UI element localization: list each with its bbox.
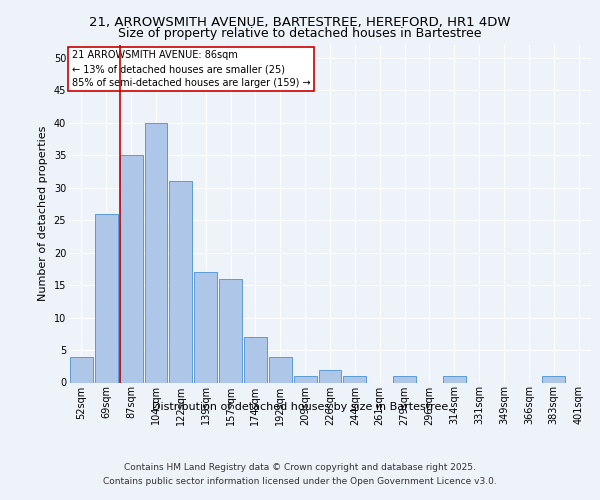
Bar (95, 214, 118, 382)
Text: Contains HM Land Registry data © Crown copyright and database right 2025.: Contains HM Land Registry data © Crown c… (124, 464, 476, 472)
Bar (70, 356, 93, 382)
Text: Contains public sector information licensed under the Open Government Licence v3: Contains public sector information licen… (103, 477, 497, 486)
Text: Distribution of detached houses by size in Bartestree: Distribution of detached houses by size … (152, 402, 448, 412)
Text: 21, ARROWSMITH AVENUE, BARTESTREE, HEREFORD, HR1 4DW: 21, ARROWSMITH AVENUE, BARTESTREE, HEREF… (89, 16, 511, 29)
Bar (294, 376, 317, 382)
Bar (169, 182, 192, 382)
Text: 21 ARROWSMITH AVENUE: 86sqm
← 13% of detached houses are smaller (25)
85% of sem: 21 ARROWSMITH AVENUE: 86sqm ← 13% of det… (71, 50, 310, 88)
Text: Size of property relative to detached houses in Bartestree: Size of property relative to detached ho… (118, 28, 482, 40)
Bar (244, 337, 267, 382)
Bar (343, 376, 366, 382)
Bar (120, 156, 143, 382)
Bar (393, 376, 416, 382)
Bar (443, 376, 466, 382)
Bar (219, 278, 242, 382)
Y-axis label: Number of detached properties: Number of detached properties (38, 126, 48, 302)
Bar (269, 356, 292, 382)
Bar (145, 123, 167, 382)
Bar (319, 370, 341, 382)
Bar (194, 272, 217, 382)
Bar (542, 376, 565, 382)
